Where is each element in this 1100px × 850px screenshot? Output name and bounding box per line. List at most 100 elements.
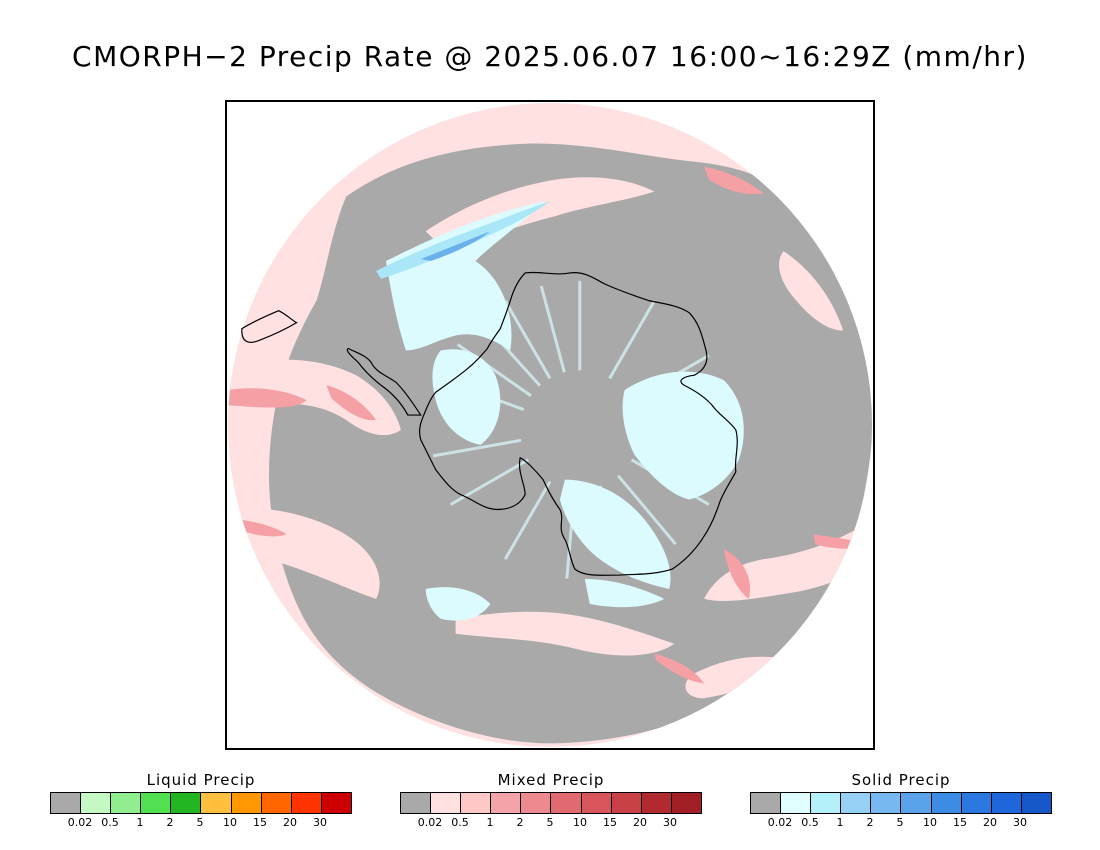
solid-precip-heavy (420, 231, 491, 262)
legend-swatch (431, 793, 462, 813)
legend-swatch (201, 793, 232, 813)
legend-swatch (141, 793, 172, 813)
legend-swatch (111, 793, 142, 813)
legend-ticks: 0.02 0.5 1 2 5 10 15 20 30 (750, 816, 1052, 832)
legend-swatch (291, 793, 322, 813)
legend-swatch (611, 793, 642, 813)
legend-swatch (901, 793, 932, 813)
mixed-precip-band (779, 251, 844, 331)
no-precip-region (269, 143, 873, 744)
legend-title: Liquid Precip (146, 771, 256, 789)
legend-tick-label: 5 (546, 816, 554, 829)
legend-swatch (261, 793, 292, 813)
legend-tick-label: 0.02 (67, 816, 93, 829)
legend-swatch (781, 793, 812, 813)
legend-swatch (401, 793, 432, 813)
mixed-precip-heavy (723, 549, 751, 599)
solid-precip-streak (449, 458, 529, 506)
legend-tick-label: 1 (486, 816, 494, 829)
mixed-precip-heavy (227, 388, 307, 408)
mixed-precip-heavy (326, 385, 377, 421)
solid-precip-streak (539, 285, 566, 373)
solid-precip-streak (637, 443, 725, 470)
legend-swatch (641, 793, 672, 813)
legend-tick-label: 30 (1013, 816, 1027, 829)
solid-precip-streak (503, 480, 552, 560)
solid-precip-streak (617, 474, 677, 546)
legend-colorbar (750, 792, 1052, 814)
legend-swatch (491, 793, 522, 813)
legend-tick-label: 15 (253, 816, 267, 829)
legend-swatch (671, 793, 701, 813)
map-frame (225, 100, 875, 750)
legend-swatch (551, 793, 582, 813)
solid-precip-region (432, 349, 501, 445)
legend-tick-label: 10 (573, 816, 587, 829)
legend-swatch (871, 793, 902, 813)
legend-title: Solid Precip (851, 771, 951, 789)
legend-swatch (841, 793, 872, 813)
legend-tick-label: 15 (603, 816, 617, 829)
legend-tick-label: 2 (866, 816, 874, 829)
solid-precip-region (559, 479, 671, 589)
solid-precip-moderate (376, 201, 550, 279)
legend-ticks: 0.02 0.5 1 2 5 10 15 20 30 (400, 816, 702, 832)
legend-tick-label: 20 (983, 816, 997, 829)
legend-swatch (521, 793, 552, 813)
south-america-coastline (241, 310, 298, 343)
legend-swatch (81, 793, 112, 813)
mixed-precip-heavy (704, 166, 764, 195)
legend-tick-label: 1 (836, 816, 844, 829)
page-title: CMORPH−2 Precip Rate @ 2025.06.07 16:00~… (72, 40, 1028, 73)
legend-swatch (321, 793, 351, 813)
solid-precip-streaks (432, 280, 729, 579)
legend-mixed: Mixed Precip 0.02 0.5 1 2 5 10 15 20 30 (400, 770, 702, 832)
legend-swatch (171, 793, 202, 813)
legend-swatch (581, 793, 612, 813)
map-disc (227, 102, 873, 748)
solid-precip-streak (565, 489, 577, 579)
legend-swatch (931, 793, 962, 813)
solid-precip-region (622, 371, 744, 500)
antarctica-coastline (418, 271, 738, 576)
legend-tick-label: 10 (223, 816, 237, 829)
legend-tick-label: 30 (313, 816, 327, 829)
legend-swatch (461, 793, 492, 813)
precip-map (227, 102, 873, 748)
antarctic-peninsula-coastline (346, 347, 422, 416)
solid-precip-streak (432, 438, 522, 458)
solid-precip-streak (478, 318, 542, 387)
solid-precip-region (425, 587, 491, 621)
legend-solid: Solid Precip 0.02 0.5 1 2 5 10 15 20 30 (750, 770, 1052, 832)
solid-precip-streak (503, 300, 552, 380)
solid-precip-streak (598, 485, 633, 571)
legend-tick-label: 2 (166, 816, 174, 829)
legend-swatch (1021, 793, 1051, 813)
legend-tick-label: 30 (663, 816, 677, 829)
legend-swatch (51, 793, 82, 813)
legend-tick-label: 0.5 (101, 816, 119, 829)
legend-tick-label: 0.5 (801, 816, 819, 829)
legend-tick-label: 10 (923, 816, 937, 829)
solid-precip-region (584, 579, 665, 608)
legend-tick-label: 5 (896, 816, 904, 829)
solid-precip-streak (630, 458, 710, 506)
legend-tick-label: 0.02 (767, 816, 793, 829)
legend-ticks: 0.02 0.5 1 2 5 10 15 20 30 (50, 816, 352, 832)
legend-tick-label: 20 (283, 816, 297, 829)
legend-tick-label: 5 (196, 816, 204, 829)
legend-tick-label: 1 (136, 816, 144, 829)
legend-colorbar (50, 792, 352, 814)
legend-swatch (811, 793, 842, 813)
solid-precip-streak (608, 300, 656, 380)
legend-tick-label: 2 (516, 816, 524, 829)
legend-colorbar (400, 792, 702, 814)
mixed-precip-band (455, 611, 675, 656)
legend-swatch (961, 793, 992, 813)
solid-precip-streak (439, 377, 525, 411)
legend-swatch (231, 793, 262, 813)
legend-swatch (991, 793, 1022, 813)
legend-swatch (751, 793, 782, 813)
mixed-precip-heavy (654, 653, 705, 684)
